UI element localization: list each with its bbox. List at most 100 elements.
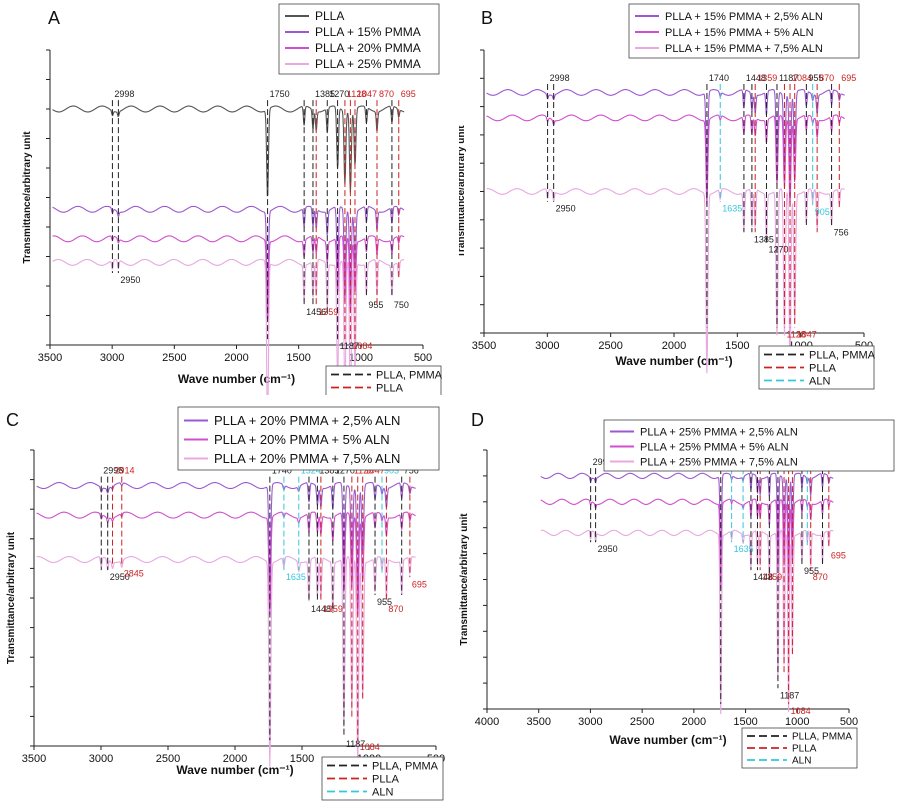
peak-label: 1385 (315, 89, 335, 99)
x-tick-label: 3000 (535, 340, 559, 352)
x-tick-label: 1500 (290, 753, 314, 765)
peak-label: 2950 (120, 275, 140, 285)
peak-label: 1385 (754, 234, 774, 244)
x-tick-label: 1500 (725, 340, 749, 352)
peak-label: 2998 (593, 457, 613, 467)
x-tick-label: 3500 (38, 352, 62, 364)
legend-entry: PLLA + 25% PMMA (315, 57, 421, 71)
x-tick-label: 2500 (156, 753, 180, 765)
peak-label: 2950 (556, 204, 576, 214)
line-legend-entry: PLLA, PMMA (792, 732, 852, 743)
peak-label: 695 (401, 89, 416, 99)
peak-label: 695 (412, 579, 427, 589)
peak-label: 905 (815, 207, 830, 217)
series-legend (278, 3, 440, 75)
line-legend-entry: ALN (372, 786, 393, 798)
y-axis-label: Transmittance/arbitrary unit (459, 513, 470, 646)
y-axis-label: Transmittance/arbitrary unit (22, 131, 33, 264)
peak-label: 1524 (301, 466, 321, 476)
peak-label: 1084 (791, 706, 811, 716)
peak-label: 1128 (347, 89, 366, 99)
peak-label: 1750 (270, 89, 290, 99)
series-legend (603, 419, 895, 472)
x-tick-label: 2000 (662, 340, 686, 352)
ftir-chart-c: C350030002500200015001000500Wave number … (6, 406, 445, 801)
line-legend-entry: ALN (809, 375, 830, 387)
x-tick-label: 3000 (578, 716, 602, 728)
y-axis-label: Transmittance/arbitrary unit (459, 125, 467, 258)
x-axis-label: Wave number (cm⁻¹) (615, 354, 732, 368)
peak-label: 1359 (762, 572, 782, 582)
x-axis-label: Wave number (cm⁻¹) (176, 763, 293, 777)
spectrum-line-2 (36, 511, 416, 616)
legend-entry: PLLA + 15% PMMA + 7,5% ALN (665, 43, 823, 55)
peak-label: 1187 (780, 690, 799, 700)
line-legend-entry: PLLA, PMMA (376, 369, 443, 381)
x-tick-label: 3000 (100, 352, 124, 364)
peak-label: 1187 (346, 739, 365, 749)
peak-label: 870 (813, 572, 828, 582)
peak-label: 756 (834, 227, 849, 237)
x-tick-label: 3000 (89, 753, 113, 765)
peak-label: 903 (384, 466, 399, 476)
x-tick-label: 2000 (224, 352, 248, 364)
spectrum-line-3 (540, 529, 834, 715)
x-tick-label: 2500 (630, 716, 654, 728)
x-tick-label: 500 (414, 352, 432, 364)
legend-entry: PLLA + 15% PMMA + 2,5% ALN (665, 11, 823, 23)
y-axis-label: Transmittance/arbitrary unit (6, 531, 17, 664)
peak-label: 1740 (272, 466, 292, 476)
peak-label: 1448 (311, 604, 331, 614)
peak-label: 1187 (779, 73, 798, 83)
x-tick-label: 2500 (598, 340, 622, 352)
peak-label: 1635 (734, 544, 754, 554)
peak-label: 955 (377, 597, 392, 607)
spectrum-line-3 (486, 188, 845, 374)
line-legend-entry: PLLA (372, 773, 400, 785)
peak-label: 1270 (335, 466, 355, 476)
x-axis-label: Wave number (cm⁻¹) (609, 733, 726, 747)
ftir-chart-a: A 3500 3000 2500 2000 1500 1000 500 Wave number … (22, 3, 443, 425)
peak-label: 1740 (709, 73, 729, 83)
ftir-chart-b: B350030002500200015001000500Wave number … (456, 3, 876, 390)
panel-letter: B (481, 8, 493, 28)
peak-label: 1084 (792, 73, 812, 83)
legend-entry: PLLA + 20% PMMA + 5% ALN (214, 432, 390, 447)
peak-label: 1270 (329, 89, 349, 99)
peak-label: 1084 (352, 341, 372, 351)
line-legend (325, 365, 442, 397)
peak-label: 1385 (319, 466, 339, 476)
peak-label: 1359 (318, 307, 338, 317)
peak-label: 1128 (786, 329, 805, 339)
peak-label: 870 (388, 604, 403, 614)
peak-label: 1635 (286, 572, 306, 582)
peak-label: 1456 (306, 307, 326, 317)
ftir-panel-c: C350030002500200015001000500Wave number … (0, 402, 459, 802)
peak-label: 2914 (115, 466, 135, 476)
peak-label: 1047 (357, 89, 377, 99)
peak-label: 1448 (746, 73, 766, 83)
series-legend (628, 3, 860, 59)
spectrum-line-2 (540, 498, 834, 590)
line-legend-entry: PLLA (792, 744, 817, 755)
peak-label: 1128 (354, 466, 373, 476)
x-tick-label: 1500 (733, 716, 757, 728)
peak-label: 955 (808, 73, 823, 83)
series-legend (177, 406, 440, 471)
peak-label: 2998 (114, 89, 134, 99)
legend-entry: PLLA + 20% PMMA + 2,5% ALN (214, 413, 400, 428)
peak-label: 955 (368, 300, 383, 310)
peak-label: 695 (841, 73, 856, 83)
legend-entry: PLLA + 15% PMMA (315, 25, 421, 39)
x-tick-label: 3500 (472, 340, 496, 352)
legend-entry: PLLA + 15% PMMA + 5% ALN (665, 27, 814, 39)
x-tick-label: 3500 (526, 716, 550, 728)
peak-label: 2998 (550, 73, 570, 83)
spectrum-line-1 (52, 105, 405, 197)
ftir-panel-d: D 4000 3500 3000 2500 2000 1500 1000 500 Wave num… (459, 402, 918, 802)
legend-entry: PLLA + 25% PMMA + 7,5% ALN (640, 456, 798, 468)
peak-label: 1359 (323, 604, 343, 614)
peak-label: 750 (394, 300, 409, 310)
legend-entry: PLLA + 20% PMMA + 7,5% ALN (214, 451, 400, 466)
legend-entry: PLLA (315, 9, 344, 23)
